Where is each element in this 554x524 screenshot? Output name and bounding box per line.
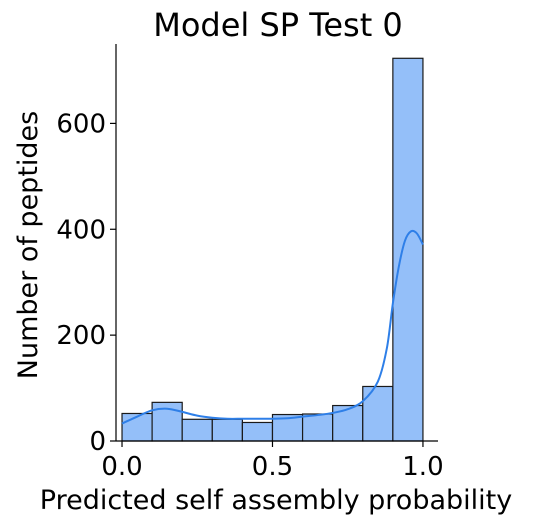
histogram-bar [362, 385, 394, 442]
x-tick-label: 0.5 [252, 452, 293, 482]
histogram-bar [392, 57, 424, 442]
y-tick-label: 0 [89, 427, 106, 457]
y-axis-label: Number of peptides [13, 111, 44, 379]
bars-group [121, 57, 424, 442]
kde-curve [121, 229, 424, 425]
histogram-bar [241, 421, 274, 442]
histogram-bar [301, 413, 334, 442]
histogram-bar [181, 418, 213, 442]
x-tick-label: 1.0 [402, 452, 443, 482]
y-tick-label: 200 [56, 321, 106, 351]
y-ticks-group: 0 200 400 600 [56, 109, 116, 457]
histogram-bar [332, 404, 364, 442]
histogram-bar [211, 418, 243, 442]
x-tick-label: 0.0 [101, 452, 142, 482]
y-tick-label: 600 [56, 109, 106, 139]
chart-title: Model SP Test 0 [153, 6, 403, 44]
x-axis-label: Predicted self assembly probability [40, 485, 512, 516]
y-tick-label: 400 [56, 215, 106, 245]
x-ticks-group: 0.0 0.5 1.0 [101, 441, 444, 482]
